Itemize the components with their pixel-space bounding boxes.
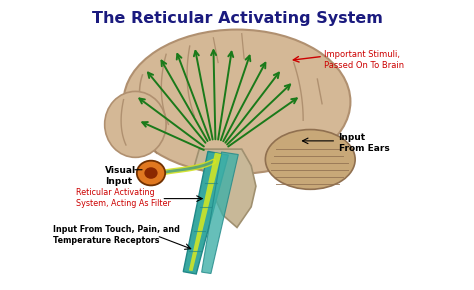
Ellipse shape [105, 91, 166, 157]
Text: Important Stimuli,
Passed On To Brain: Important Stimuli, Passed On To Brain [324, 50, 404, 70]
Polygon shape [194, 149, 256, 227]
Circle shape [145, 167, 157, 179]
Text: Reticular Activating
System, Acting As Filter: Reticular Activating System, Acting As F… [76, 188, 171, 208]
Text: Input
From Ears: Input From Ears [338, 133, 389, 153]
Text: Input From Touch, Pain, and
Temperature Receptors: Input From Touch, Pain, and Temperature … [53, 225, 180, 245]
Ellipse shape [265, 130, 355, 189]
Circle shape [137, 161, 165, 185]
Text: Visual
Input: Visual Input [105, 166, 136, 186]
Polygon shape [183, 151, 228, 274]
Polygon shape [201, 152, 238, 273]
Polygon shape [189, 153, 221, 271]
Text: The Reticular Activating System: The Reticular Activating System [91, 11, 383, 26]
Ellipse shape [124, 30, 350, 174]
